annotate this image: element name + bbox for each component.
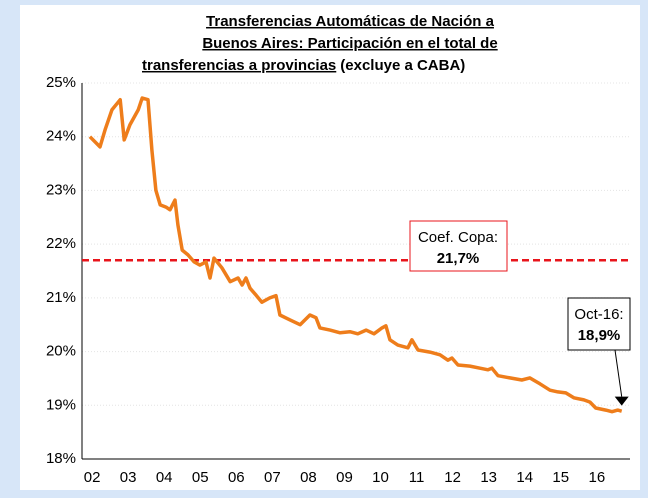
annotation-arrow <box>614 349 623 397</box>
y-tick-label: 19% <box>46 396 76 413</box>
title-line: Transferencias Automáticas de Nación a <box>206 13 495 30</box>
y-tick-label: 24% <box>46 128 76 145</box>
data-line <box>88 96 623 414</box>
x-tick-label: 08 <box>300 469 317 486</box>
reference-box <box>409 220 508 272</box>
title-line: Buenos Aires: Participación en el total … <box>202 35 497 52</box>
annotation-box <box>567 297 631 351</box>
x-tick-label: 15 <box>552 469 569 486</box>
x-tick-label: 03 <box>120 469 137 486</box>
chart-panel <box>20 5 640 490</box>
x-tick-label: 16 <box>588 469 605 486</box>
y-tick-label: 21% <box>46 289 76 306</box>
annotation-value-label: 18,9% <box>578 327 621 344</box>
x-tick-label: 06 <box>228 469 245 486</box>
y-tick-label: 25% <box>46 74 76 91</box>
x-tick-label: 14 <box>516 469 533 486</box>
reference-text: Coef. Copa: <box>418 229 498 246</box>
annotation-arrowhead <box>614 396 629 406</box>
title-note: (excluye a CABA) <box>340 57 465 74</box>
x-tick-label: 04 <box>156 469 173 486</box>
x-tick-label: 07 <box>264 469 281 486</box>
x-tick-label: 12 <box>444 469 461 486</box>
x-tick-label: 02 <box>84 469 101 486</box>
x-tick-label: 10 <box>372 469 389 486</box>
x-tick-label: 11 <box>409 469 425 486</box>
y-tick-label: 18% <box>46 450 76 467</box>
x-tick-label: 13 <box>480 469 497 486</box>
reference-value-label: 21,7% <box>437 250 480 267</box>
x-tick-label: 05 <box>192 469 209 486</box>
y-tick-label: 22% <box>46 235 76 252</box>
annotation-text: Oct-16: <box>574 306 623 323</box>
title-line: transferencias a provincias <box>142 57 336 74</box>
y-tick-label: 23% <box>46 181 76 198</box>
chart-title: Transferencias Automáticas de Nación a Bu… <box>142 13 498 74</box>
x-tick-label: 09 <box>336 469 353 486</box>
y-tick-label: 20% <box>46 343 76 360</box>
